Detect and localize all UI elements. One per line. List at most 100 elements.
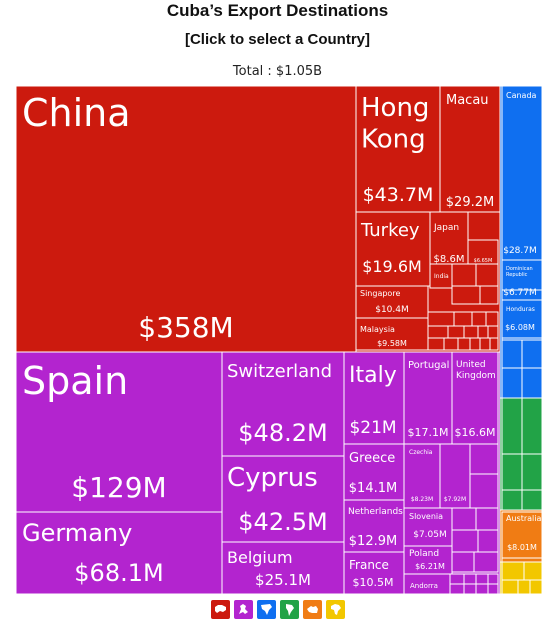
tile-slovenia[interactable] [403, 507, 453, 547]
small-tile[interactable] [501, 453, 523, 491]
small-tile[interactable] [501, 561, 525, 581]
tile-name-united-kingdom-1: United [456, 360, 486, 370]
tile-switzerland[interactable] [221, 351, 345, 457]
small-tile[interactable] [521, 397, 543, 455]
tile-hong-kong[interactable] [355, 85, 441, 213]
tile-czechia[interactable] [403, 443, 441, 509]
small-tile[interactable] [453, 311, 473, 327]
tile-value-honduras: $6.08M [505, 323, 535, 332]
legend-south-america[interactable] [280, 600, 299, 619]
small-tile[interactable] [485, 311, 499, 327]
small-tile[interactable] [471, 311, 487, 327]
small-tile[interactable] [473, 551, 499, 573]
tile-dominican-republic[interactable] [501, 259, 543, 291]
small-tile[interactable] [469, 337, 481, 351]
tile-value-malaysia: $9.58M [377, 339, 407, 348]
small-tile[interactable] [501, 489, 523, 511]
tile-australia[interactable] [501, 511, 543, 559]
tile-portugal[interactable] [403, 351, 453, 445]
small-tile[interactable] [463, 325, 479, 339]
tile-belgium[interactable] [221, 541, 345, 595]
small-tile[interactable] [469, 473, 499, 509]
small-tile[interactable] [521, 367, 543, 399]
tile-value-france: $10.5M [353, 576, 394, 589]
tile-canada[interactable] [501, 85, 543, 341]
legend-north-america[interactable] [257, 600, 276, 619]
tile-macau[interactable] [439, 85, 501, 213]
small-tile[interactable] [451, 263, 477, 287]
tile-netherlands[interactable] [343, 499, 405, 553]
north-america-icon [257, 600, 276, 619]
legend-oceania[interactable] [303, 600, 322, 619]
small-tile[interactable] [479, 337, 491, 351]
small-tile[interactable] [427, 325, 449, 339]
legend-africa[interactable] [326, 600, 345, 619]
small-tile[interactable] [451, 285, 481, 305]
tile-name-turkey: Turkey [360, 220, 420, 241]
small-tile[interactable] [427, 311, 455, 327]
tile-china[interactable] [15, 85, 357, 353]
small-tile[interactable] [447, 325, 465, 339]
small-tile[interactable] [451, 507, 477, 531]
tile-value-serbia: $7.92M [444, 496, 466, 503]
small-tile[interactable] [501, 339, 523, 369]
select-country-prompt[interactable]: [Click to select a Country] [184, 31, 371, 48]
small-tile[interactable] [501, 367, 523, 399]
small-tile[interactable] [451, 551, 475, 573]
small-tile[interactable] [451, 529, 479, 553]
small-tile[interactable] [529, 579, 543, 595]
tile-name-china: China [22, 91, 131, 135]
small-tile[interactable] [487, 583, 499, 595]
tile-value-canada: $28.7M [503, 246, 537, 256]
small-tile[interactable] [487, 573, 499, 585]
tile-name-belgium: Belgium [227, 548, 293, 567]
tile-name-slovenia: Slovenia [409, 512, 443, 521]
tile-value-turkey: $19.6M [362, 257, 422, 276]
tile-greece[interactable] [343, 443, 405, 501]
small-tile[interactable] [475, 507, 499, 531]
small-tile[interactable] [487, 325, 499, 339]
small-tile[interactable] [501, 557, 543, 563]
tile-value-japan: $8.6M [434, 254, 465, 265]
small-tile[interactable] [501, 579, 519, 595]
tile-turkey[interactable] [355, 211, 431, 287]
small-tile[interactable] [489, 337, 499, 351]
tile-japan[interactable] [429, 211, 469, 265]
tile-germany[interactable] [15, 511, 223, 595]
small-tile[interactable] [479, 285, 499, 305]
small-tile[interactable] [443, 337, 459, 351]
tile-value-switzerland: $48.2M [238, 419, 327, 447]
tile-united-kingdom[interactable] [451, 351, 499, 445]
tile-value-6-65m: $6.65M [474, 258, 493, 264]
small-tile[interactable] [475, 263, 499, 287]
small-tile[interactable] [457, 337, 471, 351]
tile-name-germany: Germany [22, 519, 132, 547]
small-tile[interactable] [427, 337, 445, 351]
small-tile[interactable] [523, 561, 543, 581]
tile-value-greece: $14.1M [349, 481, 397, 496]
tile-malaysia[interactable] [355, 317, 429, 351]
small-tile[interactable] [449, 573, 465, 585]
legend-asia[interactable] [211, 600, 230, 619]
south-america-icon [280, 600, 299, 619]
small-tile[interactable] [521, 339, 543, 369]
tile-serbia[interactable] [439, 443, 471, 509]
tile-france[interactable] [343, 551, 405, 595]
tile-italy[interactable] [343, 351, 405, 445]
small-tile[interactable] [469, 443, 499, 475]
tile-name-spain: Spain [22, 359, 128, 403]
small-tile[interactable] [475, 583, 489, 595]
tile-honduras[interactable] [501, 299, 543, 339]
small-tile[interactable] [517, 579, 531, 595]
small-tile[interactable] [521, 489, 543, 511]
small-tile[interactable] [463, 583, 477, 595]
small-tile[interactable] [477, 325, 489, 339]
small-tile[interactable] [477, 529, 499, 553]
legend-europe[interactable] [234, 600, 253, 619]
tile-name-netherlands: Netherlands [348, 507, 403, 517]
small-tile[interactable] [463, 573, 477, 585]
small-tile[interactable] [501, 397, 523, 455]
small-tile[interactable] [521, 453, 543, 491]
small-tile[interactable] [449, 583, 465, 595]
small-tile[interactable] [475, 573, 489, 585]
